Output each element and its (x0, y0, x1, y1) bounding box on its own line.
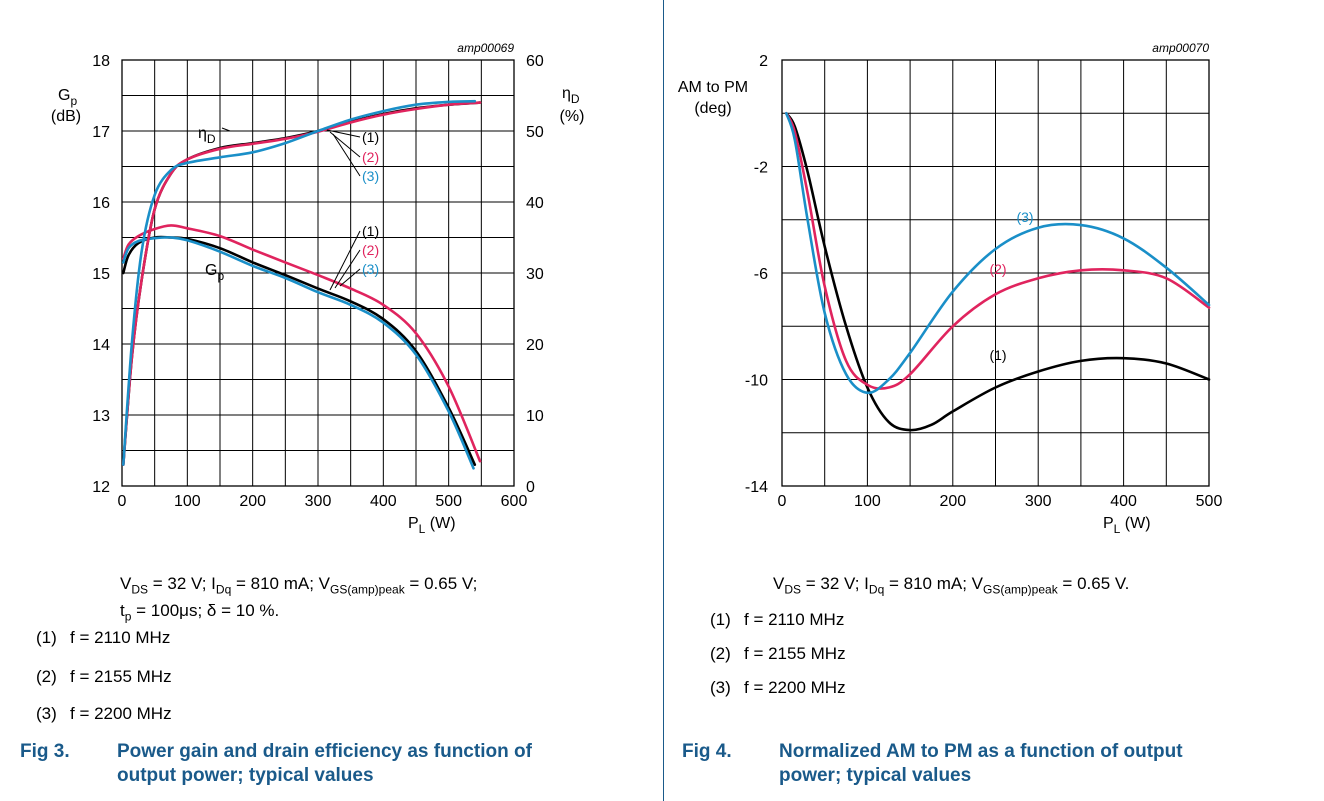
fig4-x-label: PL (W) (1103, 515, 1151, 536)
y-tick-label: 16 (92, 195, 110, 212)
fig4-caption-title: Normalized AM to PM as a function of out… (779, 741, 1183, 786)
panel-divider (663, 0, 664, 801)
y-tick-label: 12 (92, 479, 110, 496)
y-tick-label: 15 (92, 266, 110, 283)
y2-tick-label: 0 (526, 479, 535, 496)
fig3-eta-tag-1: (1) (362, 129, 379, 145)
fig4-legend-1: (1) f = 2110 MHz (710, 610, 845, 629)
y-tick-label: 14 (92, 337, 110, 354)
y2-tick-label: 30 (526, 266, 544, 283)
x-tick-label: 100 (854, 493, 881, 510)
fig3-legend-3: (3) f = 2200 MHz (36, 704, 172, 723)
y-tick-label: -2 (754, 160, 768, 177)
y-tick-label: 17 (92, 124, 110, 141)
fig3-conditions: VDS = 32 V; IDq = 810 mA; VGS(amp)peak =… (120, 573, 477, 628)
y-tick-label: 18 (92, 53, 110, 70)
fig3-gp-tag-1: (1) (362, 223, 379, 239)
x-tick-label: 0 (118, 493, 127, 510)
y-tick-label: -14 (745, 479, 768, 496)
fig4-caption: Fig 4. Normalized AM to PM as a function… (682, 740, 1322, 790)
y-tick-label: 13 (92, 408, 110, 425)
y-tick-label: 2 (759, 53, 768, 70)
y2-tick-label: 60 (526, 53, 544, 70)
fig4-y-label-1: AM to PM (678, 79, 748, 96)
x-tick-label: 400 (370, 493, 397, 510)
x-tick-label: 400 (1110, 493, 1137, 510)
fig4-cond-line1: VDS = 32 V; IDq = 810 mA; VGS(amp)peak =… (773, 574, 1130, 597)
y-tick-label: -6 (754, 266, 768, 283)
x-tick-label: 600 (501, 493, 528, 510)
x-tick-label: 500 (1196, 493, 1223, 510)
fig3-legend-2: (2) f = 2155 MHz (36, 667, 172, 686)
fig3-eta-tag-leader (329, 131, 361, 158)
fig3-series-ηD-2 (122, 101, 482, 466)
figure-4-panel: 0 100 200 300 400 500 -14 -10 -6 -2 2 amp00070 AM to… (663, 0, 1324, 801)
fig3-caption: Fig 3. Power gain and drain efficiency a… (20, 740, 660, 790)
x-tick-label: 100 (174, 493, 201, 510)
fig4-series-3 (785, 112, 1211, 395)
fig4-legend-3: (3) f = 2200 MHz (710, 678, 846, 697)
fig3-gp-tag-leader (339, 268, 361, 287)
fig3-cond-line2: tp = 100μs; δ = 10 %. (120, 601, 280, 624)
fig3-series-Gp-1 (122, 235, 477, 466)
fig3-eta-leader (221, 127, 231, 132)
y2-tick-label: 20 (526, 337, 544, 354)
fig3-y2-unit: (%) (560, 108, 585, 125)
x-tick-label: 300 (305, 493, 332, 510)
fig3-gp-tag-leader (334, 249, 361, 289)
fig3-gp-tag-leader (329, 230, 361, 291)
fig3-gp-tag-2: (2) (362, 242, 379, 258)
y2-tick-label: 10 (526, 408, 544, 425)
x-tick-label: 0 (778, 493, 787, 510)
fig3-y-label: Gp (58, 87, 77, 108)
fig3-series-ηD-3 (122, 99, 477, 466)
x-tick-label: 200 (239, 493, 266, 510)
fig4-tag-1: (1) (989, 347, 1006, 363)
fig3-series-Gp-3 (122, 236, 475, 470)
fig4-legend-2: (2) f = 2155 MHz (710, 644, 846, 663)
x-tick-label: 200 (939, 493, 966, 510)
x-tick-label: 300 (1025, 493, 1052, 510)
fig3-eta-tag-leader (326, 129, 361, 138)
fig3-x-label: PL (W) (408, 515, 456, 536)
fig4-code: amp00070 (1152, 41, 1209, 55)
fig3-series-Gp-2 (122, 224, 482, 463)
fig3-eta-tag-2: (2) (362, 149, 379, 165)
chart-fig3: 0 100 200 300 400 500 600 12 13 14 15 16 17 18 0 10 20 30… (51, 41, 585, 536)
fig3-eta-tag-leader (332, 133, 361, 177)
fig3-cond-line1: VDS = 32 V; IDq = 810 mA; VGS(amp)peak =… (120, 574, 478, 597)
fig4-conditions: VDS = 32 V; IDq = 810 mA; VGS(amp)peak =… (773, 573, 1129, 600)
chart-fig4: 0 100 200 300 400 500 -14 -10 -6 -2 2 amp00070 AM to… (678, 41, 1223, 536)
fig3-caption-number: Fig 3. (20, 741, 70, 762)
fig3-eta-label: ηD (198, 125, 216, 146)
fig3-y-unit: (dB) (51, 108, 81, 125)
fig4-tag-2: (2) (989, 261, 1006, 277)
fig3-legend-1: (1) f = 2110 MHz (36, 628, 171, 647)
fig4-caption-number: Fig 4. (682, 741, 732, 762)
fig3-gp-label: Gp (205, 262, 224, 283)
y2-tick-label: 50 (526, 124, 544, 141)
fig4-series-1 (785, 112, 1211, 432)
y-tick-label: -10 (745, 373, 768, 390)
fig3-eta-tag-3: (3) (362, 168, 379, 184)
fig4-series-2 (785, 112, 1211, 390)
fig3-gp-tag-3: (3) (362, 261, 379, 277)
y2-tick-label: 40 (526, 195, 544, 212)
figure-3-panel: 0 100 200 300 400 500 600 12 13 14 15 16 17 18 0 10 20 30… (20, 41, 660, 790)
fig3-code: amp00069 (457, 41, 514, 55)
fig3-y2-label: ηD (562, 85, 580, 106)
fig4-y-label-2: (deg) (694, 100, 731, 117)
x-tick-label: 500 (435, 493, 462, 510)
fig4-tag-3: (3) (1016, 209, 1033, 225)
fig3-caption-title: Power gain and drain efficiency as funct… (117, 741, 532, 786)
fig4-plot-frame (781, 59, 1210, 487)
